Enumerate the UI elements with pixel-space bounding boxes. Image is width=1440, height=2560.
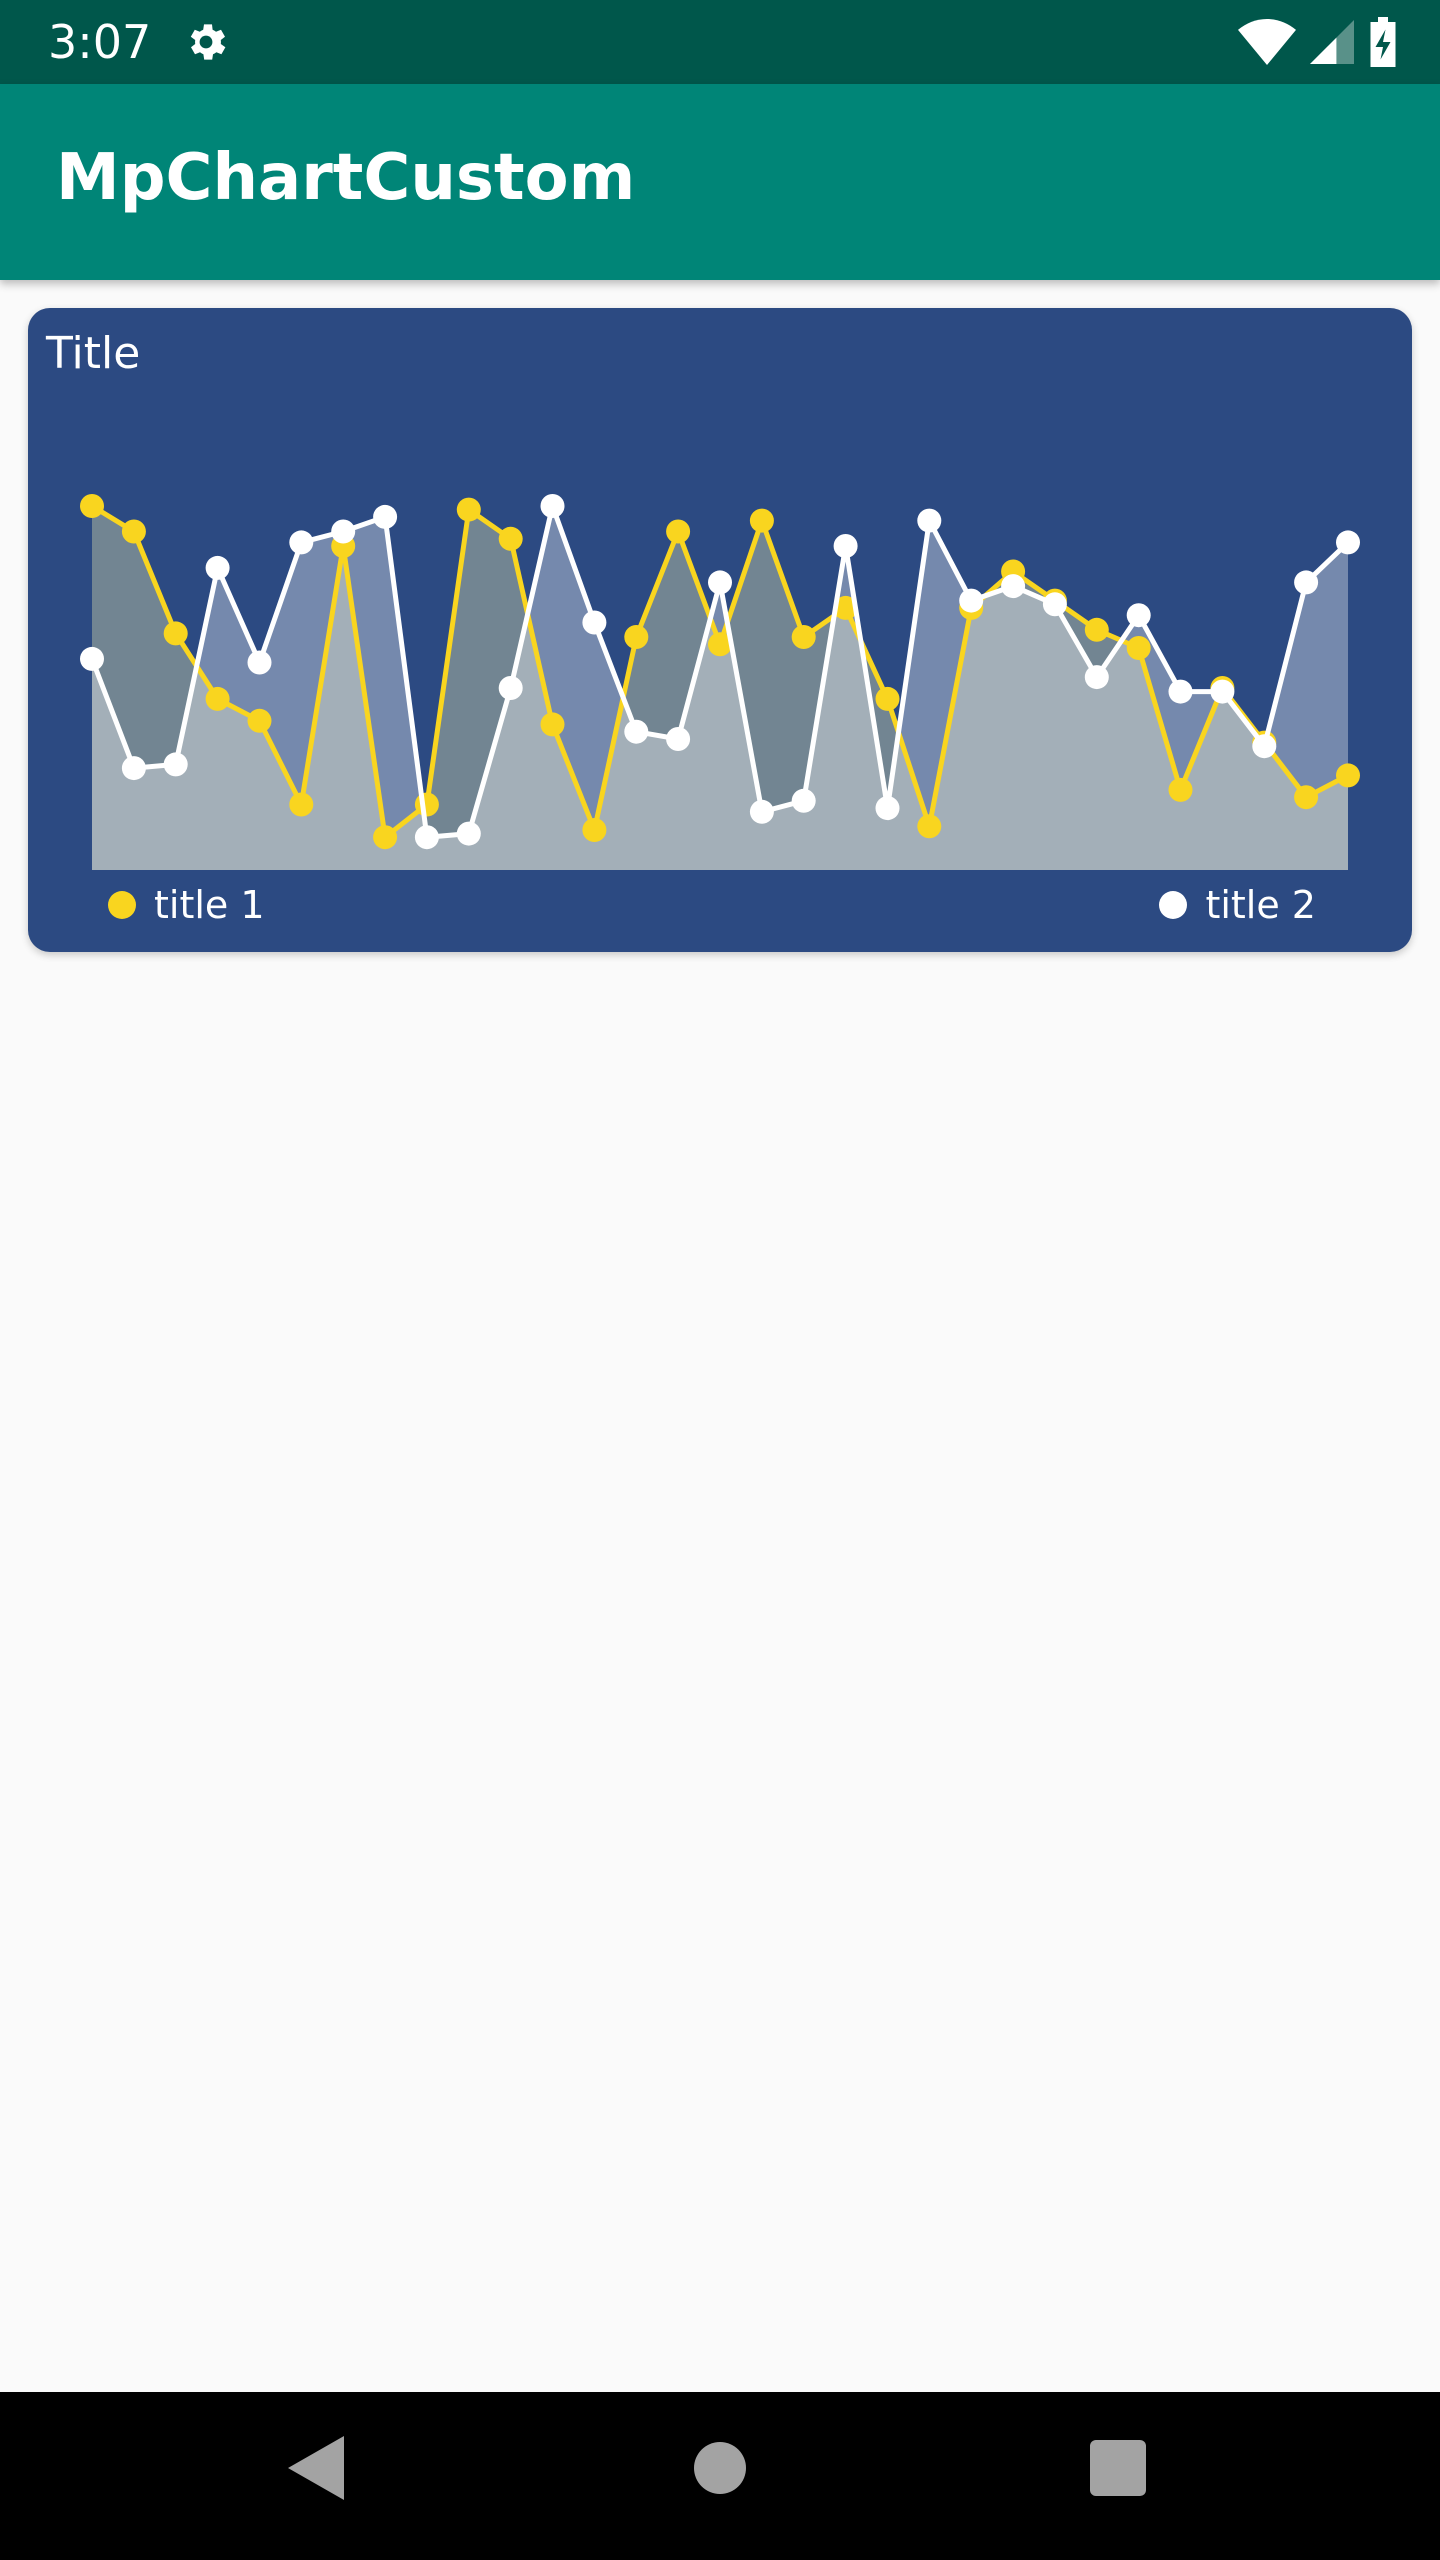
cellular-signal-icon bbox=[1310, 20, 1354, 64]
data-point-series-1-3[interactable] bbox=[205, 686, 230, 711]
data-point-series-1-11[interactable] bbox=[540, 712, 565, 737]
chart-title: Title bbox=[46, 328, 141, 379]
data-point-series-2-6[interactable] bbox=[331, 519, 356, 544]
wifi-icon bbox=[1238, 19, 1296, 65]
data-point-series-1-7[interactable] bbox=[373, 825, 398, 850]
data-point-series-2-12[interactable] bbox=[582, 610, 607, 635]
back-icon[interactable] bbox=[288, 2436, 344, 2500]
series-area-2 bbox=[92, 506, 1348, 870]
data-point-series-2-23[interactable] bbox=[1042, 592, 1067, 617]
data-point-series-2-18[interactable] bbox=[833, 534, 858, 558]
data-point-series-1-18[interactable] bbox=[833, 595, 858, 620]
legend-item-title-1: title 1 bbox=[108, 880, 265, 930]
data-point-series-2-17[interactable] bbox=[791, 788, 816, 813]
data-point-series-1-16[interactable] bbox=[749, 508, 774, 533]
data-point-series-2-19[interactable] bbox=[875, 796, 900, 821]
data-point-series-1-0[interactable] bbox=[80, 494, 104, 518]
legend-dot-icon bbox=[108, 891, 136, 919]
data-point-series-2-8[interactable] bbox=[414, 825, 439, 850]
settings-gear-icon bbox=[190, 24, 226, 60]
data-point-series-1-20[interactable] bbox=[917, 814, 942, 839]
data-point-series-1-25[interactable] bbox=[1126, 636, 1151, 660]
data-point-series-2-30[interactable] bbox=[1336, 530, 1360, 555]
data-point-series-2-21[interactable] bbox=[959, 588, 984, 613]
data-point-series-2-9[interactable] bbox=[456, 821, 481, 846]
data-point-series-1-26[interactable] bbox=[1168, 777, 1193, 802]
data-point-series-1-12[interactable] bbox=[582, 818, 607, 842]
chart-card: Title title 1 title 2 bbox=[28, 308, 1412, 952]
data-point-series-1-19[interactable] bbox=[875, 686, 900, 711]
data-point-series-2-10[interactable] bbox=[498, 676, 523, 700]
data-point-series-2-16[interactable] bbox=[749, 799, 774, 824]
data-point-series-2-26[interactable] bbox=[1168, 679, 1193, 704]
data-point-series-2-14[interactable] bbox=[666, 727, 691, 751]
data-point-series-2-3[interactable] bbox=[205, 555, 230, 580]
data-point-series-2-22[interactable] bbox=[1001, 574, 1026, 599]
status-icons bbox=[1238, 16, 1398, 68]
data-point-series-1-13[interactable] bbox=[624, 625, 649, 649]
status-time: 3:07 bbox=[48, 15, 152, 69]
legend-dot-icon bbox=[1159, 891, 1188, 919]
data-point-series-1-1[interactable] bbox=[121, 519, 146, 544]
data-point-series-1-10[interactable] bbox=[498, 526, 523, 551]
data-point-series-2-13[interactable] bbox=[624, 719, 649, 744]
data-point-series-2-29[interactable] bbox=[1294, 570, 1319, 595]
legend-label: title 2 bbox=[1205, 883, 1316, 927]
data-point-series-2-11[interactable] bbox=[540, 494, 565, 518]
data-point-series-1-2[interactable] bbox=[163, 621, 188, 646]
data-point-series-2-4[interactable] bbox=[247, 650, 272, 675]
data-point-series-2-2[interactable] bbox=[163, 752, 188, 777]
data-point-series-2-5[interactable] bbox=[289, 530, 314, 555]
data-point-series-1-4[interactable] bbox=[247, 708, 272, 733]
data-point-series-1-9[interactable] bbox=[456, 497, 481, 522]
data-point-series-2-28[interactable] bbox=[1252, 734, 1277, 759]
data-point-series-1-24[interactable] bbox=[1084, 617, 1109, 642]
legend-label: title 1 bbox=[154, 883, 265, 927]
data-point-series-2-25[interactable] bbox=[1126, 603, 1151, 628]
battery-charging-icon bbox=[1370, 17, 1396, 67]
home-icon[interactable] bbox=[694, 2442, 746, 2494]
navigation-bar bbox=[0, 2392, 1440, 2560]
data-point-series-1-5[interactable] bbox=[289, 792, 314, 817]
data-point-series-2-27[interactable] bbox=[1210, 679, 1235, 704]
legend-item-title-2: title 2 bbox=[1159, 880, 1316, 930]
app-bar: MpChartCustom bbox=[0, 84, 1440, 280]
app-title: MpChartCustom bbox=[56, 141, 636, 215]
recents-icon[interactable] bbox=[1090, 2440, 1146, 2496]
data-point-series-2-1[interactable] bbox=[121, 756, 146, 781]
data-point-series-2-0[interactable] bbox=[80, 646, 104, 671]
data-point-series-2-20[interactable] bbox=[917, 508, 942, 533]
data-point-series-2-7[interactable] bbox=[373, 504, 398, 529]
data-point-series-1-30[interactable] bbox=[1336, 763, 1360, 788]
status-bar: 3:07 bbox=[0, 0, 1440, 84]
data-point-series-1-14[interactable] bbox=[666, 519, 691, 544]
data-point-series-1-29[interactable] bbox=[1294, 785, 1319, 810]
data-point-series-1-17[interactable] bbox=[791, 625, 816, 649]
data-point-series-2-15[interactable] bbox=[708, 570, 732, 595]
data-point-series-1-15[interactable] bbox=[708, 632, 732, 657]
data-point-series-2-24[interactable] bbox=[1084, 665, 1109, 690]
line-chart[interactable] bbox=[28, 308, 1412, 952]
data-point-series-1-8[interactable] bbox=[414, 792, 439, 817]
